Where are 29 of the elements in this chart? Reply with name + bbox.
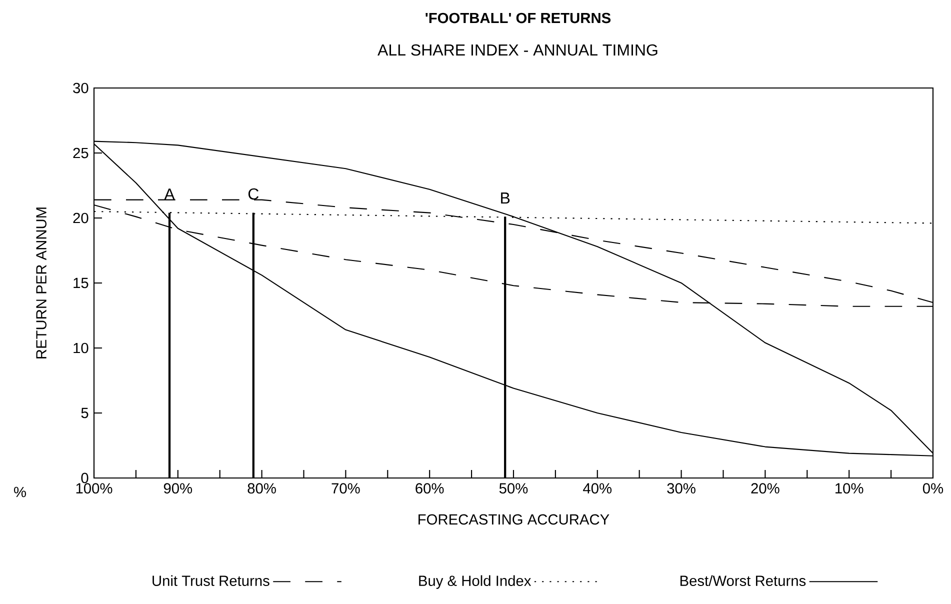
legend-label: Buy & Hold Index [419, 575, 532, 589]
annotation: A [164, 188, 175, 200]
y-tick-label: 10 [74, 342, 88, 354]
text: % [14, 486, 26, 498]
y-tick-label: 25 [73, 148, 88, 158]
x-tick-label: 20% [751, 483, 780, 494]
legend-label: Unit Trust Returns [152, 575, 270, 586]
annotation: C [248, 188, 259, 200]
y-axis-title: RETURN PER ANNUM [36, 208, 46, 358]
chart-title: 'FOOTBALL' OF RETURNS [426, 12, 611, 24]
x-tick-label: 30% [667, 483, 696, 494]
x-tick-label: 70% [332, 483, 360, 494]
y-tick-label: 0 [81, 472, 88, 484]
y-tick-label: 30 [73, 82, 88, 94]
y-tick-label: 20 [73, 212, 88, 224]
legend-label: Best/Worst Returns [680, 575, 806, 586]
x-tick-label: 10% [836, 483, 864, 494]
annotation: B [501, 192, 510, 204]
x-axis-title: FORECASTING ACCURACY [418, 514, 610, 525]
x-tick-label: 0% [922, 483, 944, 494]
chart-subtitle: ALL SHARE INDEX - ANNUAL TIMING [378, 44, 658, 56]
x-tick-label: 100% [76, 483, 112, 494]
y-tick-label: 15 [74, 278, 88, 288]
y-tick-label: 5 [81, 408, 88, 418]
x-tick-label: 40% [583, 483, 612, 494]
x-tick-label: 80% [248, 483, 276, 494]
x-tick-label: 50% [499, 483, 528, 494]
x-tick-label: 90% [164, 483, 192, 494]
x-tick-label: 60% [416, 483, 444, 494]
